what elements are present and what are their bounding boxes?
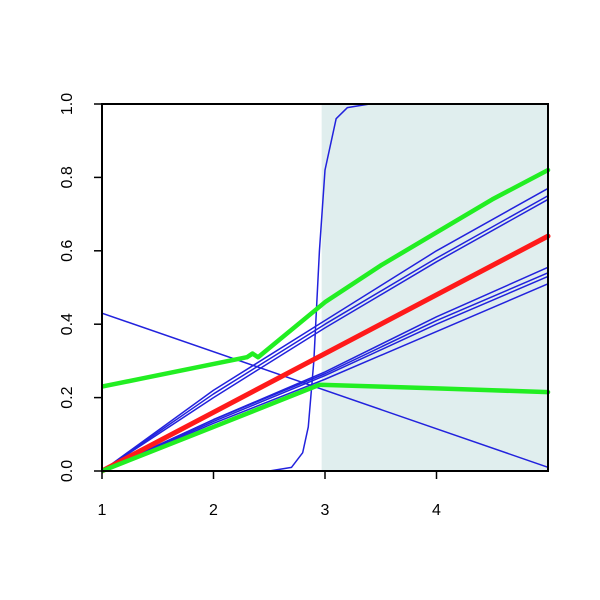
y-tick-label: 0.8 <box>59 166 76 188</box>
y-tick-label: 1.0 <box>59 93 76 115</box>
x-tick-label: 2 <box>209 502 218 519</box>
x-tick-label: 4 <box>432 502 441 519</box>
series-line <box>102 275 549 472</box>
series-line <box>102 233 551 474</box>
series-line <box>102 103 549 472</box>
y-tick-label: 0.0 <box>59 460 76 482</box>
series-line <box>102 167 551 389</box>
y-tick-label: 0.2 <box>59 386 76 408</box>
x-tick-label: 3 <box>321 502 330 519</box>
series-line <box>102 382 551 474</box>
series-line <box>102 272 549 472</box>
series-line <box>102 283 549 472</box>
series-line <box>102 187 549 472</box>
y-tick-label: 0.4 <box>59 313 76 335</box>
y-tick-label: 0.6 <box>59 240 76 262</box>
series-line <box>102 195 549 472</box>
x-tick-label: 1 <box>98 502 107 519</box>
series-line <box>102 198 549 472</box>
shaded-region <box>321 104 548 471</box>
series-line <box>102 312 549 469</box>
